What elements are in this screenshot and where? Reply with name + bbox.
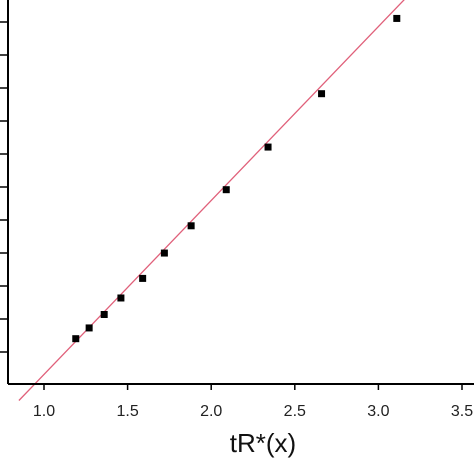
- data-point: [187, 222, 195, 230]
- x-tick-label: 2.5: [284, 403, 306, 420]
- y-ticks: [0, 21, 8, 353]
- x-tick-label: 1.0: [33, 403, 55, 420]
- data-point: [393, 14, 401, 22]
- data-point: [117, 294, 125, 302]
- x-tick-label: 3.0: [367, 403, 389, 420]
- fit-line: [18, 0, 405, 401]
- x-tick-label: 3.5: [451, 403, 473, 420]
- axes: 1.0 1.5 2.0 2.5 3.0 3.5: [0, 0, 474, 420]
- plot-area: [18, 0, 405, 401]
- data-point: [100, 310, 108, 318]
- x-ticks: 1.0 1.5 2.0 2.5 3.0 3.5: [33, 384, 473, 420]
- x-tick-label: 2.0: [200, 403, 222, 420]
- data-point: [85, 324, 93, 332]
- data-point: [318, 90, 326, 98]
- data-point: [264, 143, 272, 151]
- data-point: [72, 335, 80, 343]
- x-tick-label: 1.5: [116, 403, 138, 420]
- data-point: [160, 249, 168, 257]
- data-point: [222, 186, 230, 194]
- x-axis-title: tR*(x): [230, 428, 296, 458]
- data-point: [139, 274, 147, 282]
